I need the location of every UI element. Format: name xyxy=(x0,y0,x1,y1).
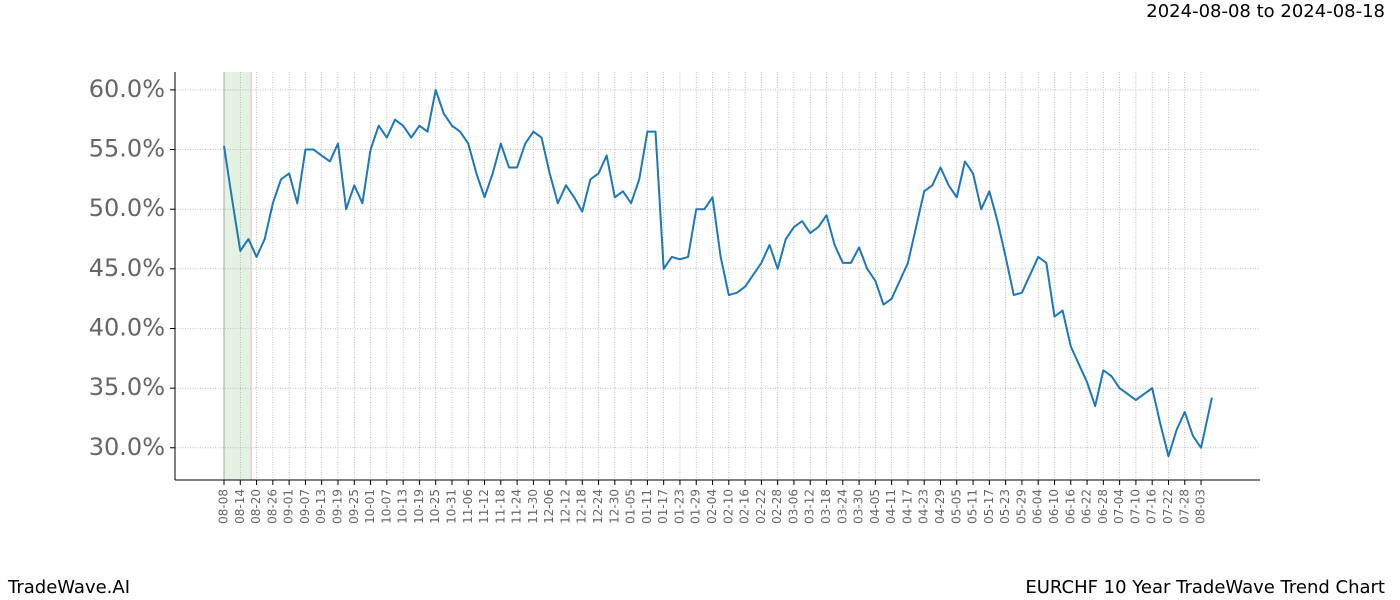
x-tick-label: 07-10 xyxy=(1128,489,1142,524)
y-tick-label: 40.0% xyxy=(89,313,165,341)
x-tick-label: 06-22 xyxy=(1080,489,1094,524)
x-tick-label: 04-29 xyxy=(933,489,947,524)
x-tick-label: 01-17 xyxy=(656,489,670,524)
x-tick-label: 03-30 xyxy=(852,489,866,524)
x-tick-label: 07-22 xyxy=(1161,489,1175,524)
y-tick-label: 45.0% xyxy=(89,254,165,282)
x-tick-label: 10-07 xyxy=(379,489,393,524)
x-tick-label: 10-25 xyxy=(428,489,442,524)
x-tick-label: 08-03 xyxy=(1194,489,1208,524)
x-tick-label: 12-18 xyxy=(575,489,589,524)
date-range: 2024-08-08 to 2024-08-18 xyxy=(1146,1,1385,22)
x-tick-label: 05-11 xyxy=(966,489,980,524)
x-tick-label: 01-05 xyxy=(624,489,638,524)
x-tick-label: 04-05 xyxy=(868,489,882,524)
x-tick-label: 08-26 xyxy=(265,489,279,524)
x-tick-label: 09-19 xyxy=(330,489,344,524)
x-tick-label: 11-30 xyxy=(526,489,540,524)
x-tick-label: 08-14 xyxy=(233,489,247,524)
x-tick-label: 01-23 xyxy=(672,489,686,524)
x-tick-label: 12-30 xyxy=(607,489,621,524)
x-tick-label: 11-24 xyxy=(510,489,524,524)
x-tick-label: 11-12 xyxy=(477,489,491,524)
x-tick-label: 12-12 xyxy=(558,489,572,524)
x-tick-label: 10-01 xyxy=(363,489,377,524)
y-tick-label: 55.0% xyxy=(89,135,165,163)
x-tick-label: 07-04 xyxy=(1112,489,1126,524)
x-tick-label: 07-28 xyxy=(1177,489,1191,524)
x-tick-label: 12-24 xyxy=(591,489,605,524)
x-tick-label: 03-18 xyxy=(819,489,833,524)
y-tick-label: 30.0% xyxy=(89,433,165,461)
x-tick-label: 08-20 xyxy=(249,489,263,524)
x-tick-label: 05-05 xyxy=(949,489,963,524)
x-tick-label: 01-11 xyxy=(640,489,654,524)
x-tick-label: 11-06 xyxy=(461,489,475,524)
x-tick-label: 09-07 xyxy=(298,489,312,524)
x-tick-label: 06-28 xyxy=(1096,489,1110,524)
x-tick-label: 10-13 xyxy=(396,489,410,524)
x-tick-label: 11-18 xyxy=(493,489,507,524)
x-tick-label: 05-17 xyxy=(982,489,996,524)
x-tick-label: 01-29 xyxy=(689,489,703,524)
chart-title: EURCHF 10 Year TradeWave Trend Chart xyxy=(1025,577,1385,598)
x-tick-label: 08-08 xyxy=(217,489,231,524)
x-tick-label: 09-01 xyxy=(282,489,296,524)
x-tick-label: 06-16 xyxy=(1063,489,1077,524)
x-tick-label: 02-04 xyxy=(705,489,719,524)
x-tick-label: 04-23 xyxy=(917,489,931,524)
x-tick-label: 10-19 xyxy=(412,489,426,524)
y-tick-label: 35.0% xyxy=(89,373,165,401)
x-tick-label: 06-04 xyxy=(1031,489,1045,524)
price-line xyxy=(223,88,1213,458)
x-tick-label: 02-22 xyxy=(754,489,768,524)
x-tick-label: 04-11 xyxy=(884,489,898,524)
x-tick-label: 10-31 xyxy=(444,489,458,524)
x-tick-label: 03-12 xyxy=(803,489,817,524)
x-tick-label: 03-06 xyxy=(786,489,800,524)
x-tick-label: 06-10 xyxy=(1047,489,1061,524)
x-tick-label: 09-13 xyxy=(314,489,328,524)
x-tick-label: 04-17 xyxy=(900,489,914,524)
x-tick-label: 05-29 xyxy=(1014,489,1028,524)
x-tick-label: 07-16 xyxy=(1145,489,1159,524)
brand: TradeWave.AI xyxy=(7,577,130,598)
x-tick-label: 02-16 xyxy=(738,489,752,524)
x-tick-label: 12-06 xyxy=(542,489,556,524)
x-tick-label: 02-28 xyxy=(770,489,784,524)
x-tick-label: 09-25 xyxy=(347,489,361,524)
x-tick-label: 03-24 xyxy=(835,489,849,524)
y-tick-label: 50.0% xyxy=(89,194,165,222)
highlight-span xyxy=(224,72,252,480)
y-tick-label: 60.0% xyxy=(89,75,165,103)
x-tick-label: 02-10 xyxy=(721,489,735,524)
x-tick-label: 05-23 xyxy=(998,489,1012,524)
